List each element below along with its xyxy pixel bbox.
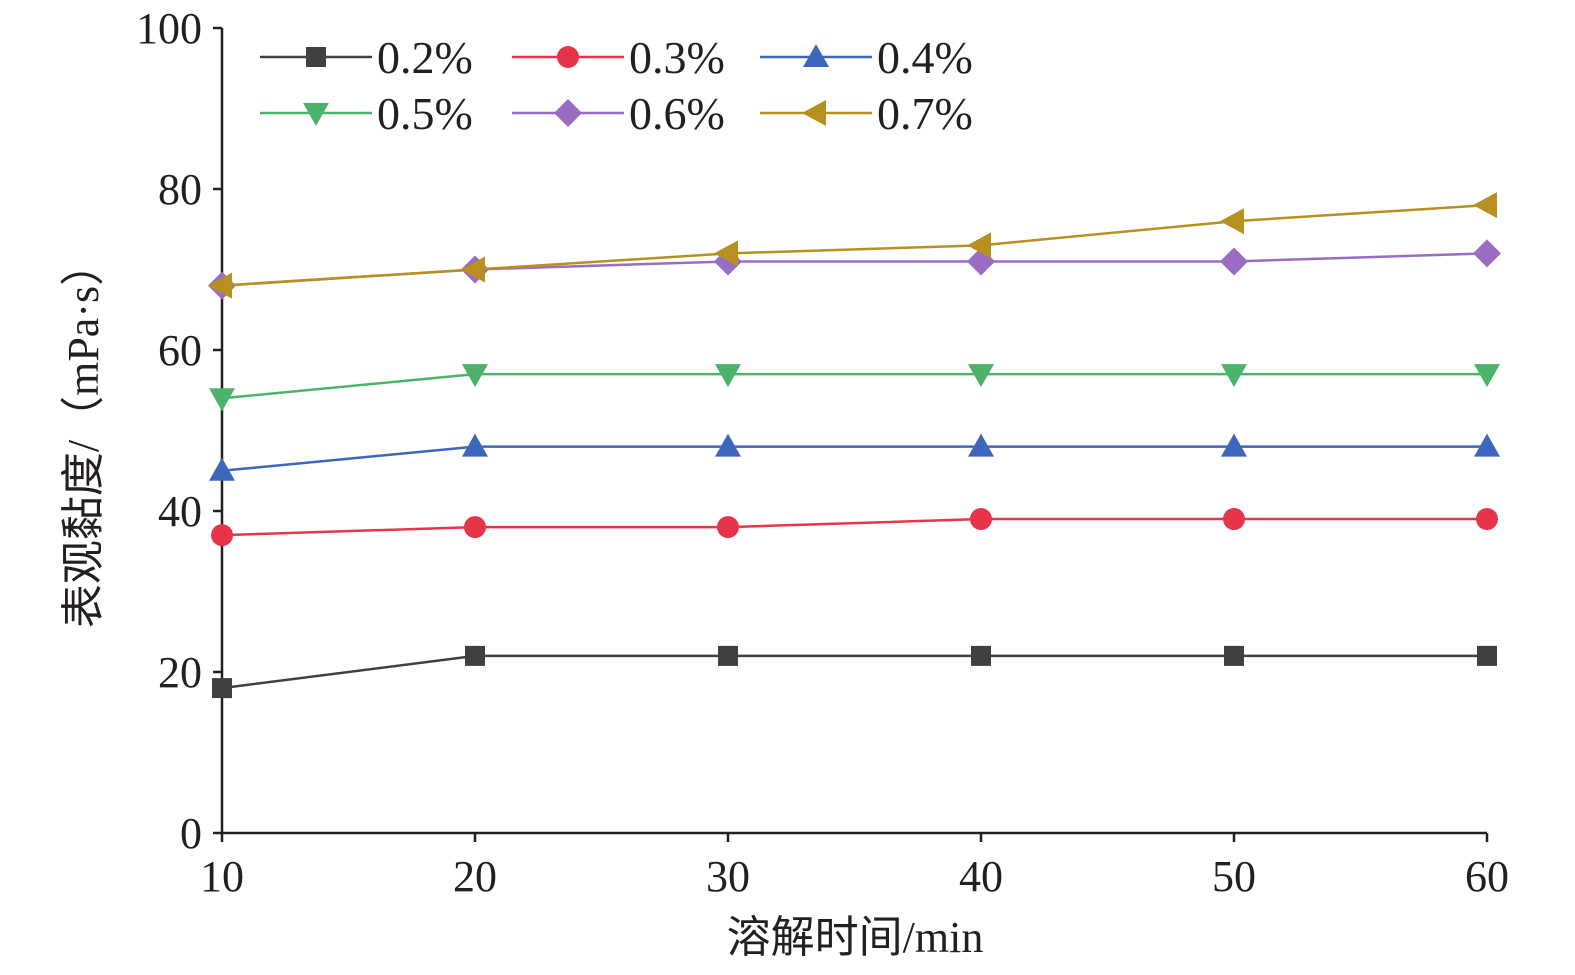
data-point <box>465 645 485 666</box>
legend-marker <box>557 46 579 68</box>
series-line <box>221 445 1487 472</box>
x-axis-title: 溶解时间/min <box>727 913 984 962</box>
data-point <box>1473 239 1501 268</box>
data-point <box>1476 508 1498 531</box>
y-tick-label: 80 <box>158 165 202 214</box>
data-point <box>462 364 488 388</box>
data-point <box>209 457 235 481</box>
axes: 10 20 30 40 50 60 0 20 40 60 80 100 <box>136 4 1509 901</box>
y-axis-title: 表观黏度/（mPa·s） <box>59 242 108 628</box>
series-0.7% <box>208 192 1497 299</box>
legend-marker <box>803 44 829 67</box>
y-tick-label: 0 <box>180 809 202 858</box>
data-point <box>1473 192 1497 219</box>
legend-label: 0.2% <box>377 32 473 83</box>
y-tick-label: 100 <box>136 4 202 53</box>
legend-marker <box>802 100 826 126</box>
data-point <box>212 678 232 699</box>
series-0.2% <box>212 645 1497 699</box>
legend-item: 0.7% <box>760 88 973 139</box>
data-point <box>718 645 738 666</box>
y-tick-label: 40 <box>158 487 202 536</box>
series-line <box>221 252 1488 287</box>
x-tick-label: 20 <box>453 852 497 901</box>
data-point <box>211 524 233 547</box>
data-point <box>968 433 994 457</box>
data-point <box>1224 645 1244 666</box>
x-tick-label: 60 <box>1465 852 1509 901</box>
data-point <box>1223 508 1245 531</box>
data-point <box>1474 364 1500 388</box>
series-layer <box>208 192 1501 699</box>
data-point <box>968 364 994 388</box>
legend-marker <box>303 103 329 126</box>
x-tick-label: 50 <box>1212 852 1256 901</box>
data-point <box>715 433 741 457</box>
legend-label: 0.5% <box>377 88 473 139</box>
data-point <box>970 508 992 531</box>
y-tick-label: 60 <box>158 326 202 375</box>
data-point <box>464 516 486 539</box>
legend: 0.2% 0.3% 0.4% 0.5% 0.6% 0.7% <box>260 32 973 139</box>
data-point <box>1221 433 1247 457</box>
series-0.3% <box>211 508 1498 547</box>
series-line <box>221 203 1488 287</box>
data-point <box>209 388 235 412</box>
series-line <box>221 372 1487 400</box>
x-tick-label: 10 <box>200 852 244 901</box>
legend-label: 0.4% <box>877 32 973 83</box>
data-point <box>1474 433 1500 457</box>
data-point <box>208 272 232 299</box>
data-point <box>1477 645 1497 666</box>
series-0.5% <box>209 364 1500 412</box>
legend-item: 0.2% <box>260 32 473 83</box>
data-point <box>714 247 742 276</box>
data-point <box>971 645 991 666</box>
legend-item: 0.3% <box>512 32 725 83</box>
legend-label: 0.6% <box>629 88 725 139</box>
legend-item: 0.4% <box>760 32 973 83</box>
y-tick-label: 20 <box>158 648 202 697</box>
x-tick-label: 40 <box>959 852 1003 901</box>
x-tick-label: 30 <box>706 852 750 901</box>
data-point <box>967 232 991 259</box>
data-point <box>1221 364 1247 388</box>
series-line <box>221 654 1487 690</box>
legend-marker <box>554 99 582 127</box>
data-point <box>1220 208 1244 235</box>
data-point <box>967 247 995 276</box>
legend-label: 0.7% <box>877 88 973 139</box>
data-point <box>714 240 738 267</box>
legend-item: 0.6% <box>512 88 725 139</box>
legend-marker <box>306 47 326 67</box>
data-point <box>715 364 741 388</box>
series-0.4% <box>209 433 1500 481</box>
legend-item: 0.5% <box>260 88 473 139</box>
series-line <box>221 517 1487 537</box>
data-point <box>717 516 739 539</box>
data-point <box>462 433 488 457</box>
legend-label: 0.3% <box>629 32 725 83</box>
data-point <box>461 256 485 283</box>
data-point <box>1220 247 1248 276</box>
